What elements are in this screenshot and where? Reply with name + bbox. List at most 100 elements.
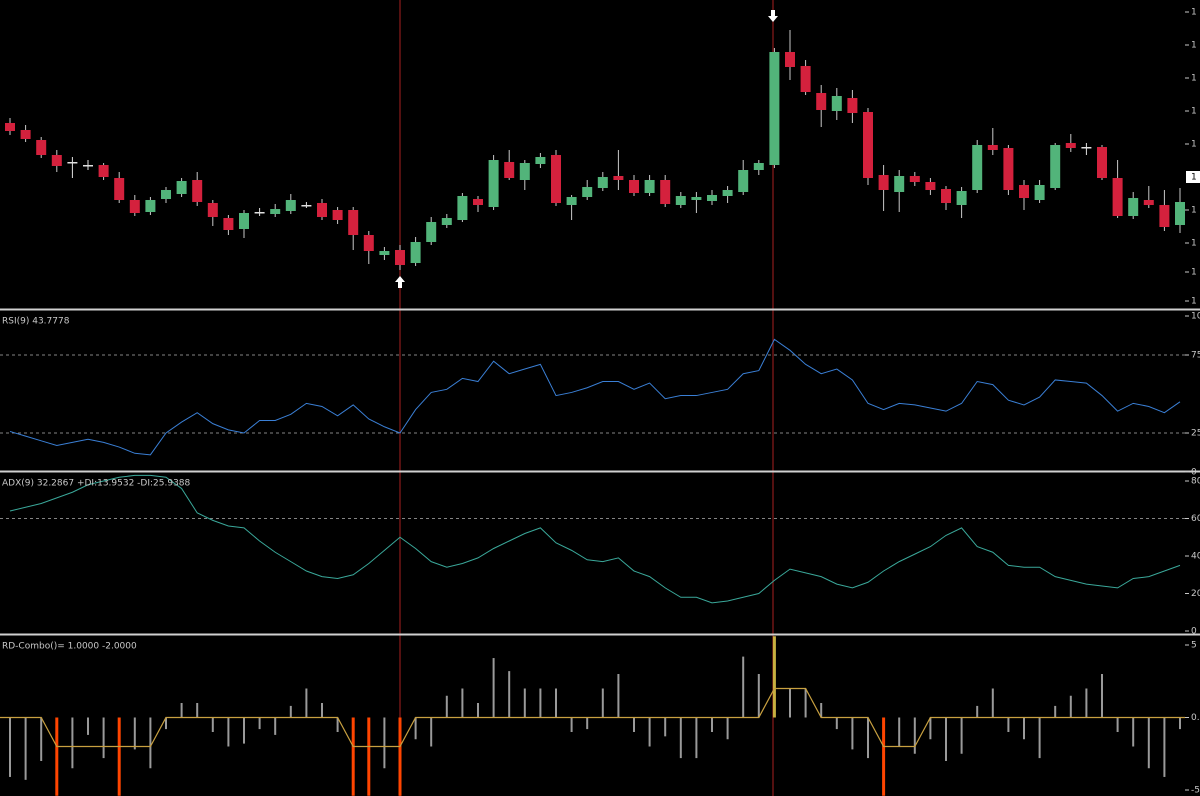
candle-body	[816, 93, 827, 110]
indicator-line	[9, 474, 1181, 604]
candle-body	[644, 180, 655, 193]
candle-body	[660, 180, 671, 204]
y-tick-label: 10	[1191, 312, 1200, 322]
pane	[0, 636, 1185, 796]
candle-body	[1034, 185, 1045, 200]
candle-body	[363, 235, 374, 251]
y-tick-label: 1	[1191, 239, 1197, 249]
candle-body	[722, 190, 733, 196]
y-tick-label: 1	[1191, 297, 1197, 307]
candle-body	[831, 96, 842, 111]
candle-body	[176, 181, 187, 194]
candle-body	[83, 165, 93, 167]
last-price-box	[1186, 171, 1200, 183]
candle-body	[1175, 202, 1185, 225]
y-tick-label: 1	[1191, 41, 1197, 51]
candle-body	[441, 218, 452, 225]
candle-body	[426, 222, 437, 242]
candle-body	[379, 251, 390, 255]
candle-body	[51, 155, 62, 166]
candle-body	[925, 182, 936, 190]
y-tick-label: 60	[1191, 514, 1200, 524]
candle-body	[395, 250, 405, 265]
candle-body	[1097, 147, 1107, 178]
y-tick-label: 0	[1191, 627, 1197, 637]
pane	[5, 30, 1185, 270]
candle-body	[987, 145, 998, 150]
candle-body	[597, 177, 608, 188]
last-price-label: 1	[1191, 173, 1197, 183]
candle-body	[5, 123, 15, 131]
signal-line	[0, 687, 1185, 748]
candle-body	[239, 213, 249, 229]
up-arrow	[395, 276, 405, 288]
y-tick-label: 0.	[1191, 713, 1200, 723]
candle-body	[192, 180, 203, 202]
candle-body	[270, 209, 281, 214]
candle-body	[1081, 147, 1092, 149]
candle-body	[114, 178, 125, 200]
y-tick-label: 25	[1191, 429, 1200, 439]
candle-body	[473, 199, 483, 205]
candle-body	[613, 176, 624, 180]
candle-body	[1050, 145, 1061, 188]
candle-body	[348, 210, 359, 235]
y-tick-label: 0	[1191, 468, 1197, 478]
candle-body	[67, 162, 78, 164]
y-tick-label: 1	[1191, 268, 1197, 278]
candle-body	[863, 112, 873, 178]
y-tick-label: 1	[1191, 140, 1197, 150]
candle-body	[753, 163, 764, 170]
pane	[0, 338, 1185, 456]
candle-body	[410, 242, 421, 263]
candle-body	[629, 180, 639, 193]
candle-body	[301, 205, 312, 207]
indicator-line	[9, 338, 1181, 456]
candle-body	[909, 176, 920, 182]
candle-body	[582, 187, 593, 197]
candle-body	[161, 190, 171, 199]
candle-body	[254, 212, 265, 214]
candle-body	[847, 98, 858, 113]
candle-body	[207, 203, 218, 217]
pane	[0, 474, 1185, 604]
pane-title: ADX(9) 32.2867 +DI:13.9532 -DI:25.9388	[2, 479, 191, 489]
y-tick-label: -5	[1191, 786, 1200, 796]
candle-body	[566, 197, 577, 205]
candle-body	[20, 130, 31, 139]
candle-body	[145, 200, 156, 212]
candle-body	[551, 155, 561, 203]
y-tick-label: 75	[1191, 351, 1200, 361]
candle-body	[488, 160, 499, 207]
y-tick-label: 1	[1191, 8, 1197, 18]
candle-body	[675, 196, 686, 205]
candle-body	[1003, 148, 1014, 190]
candle-body	[1065, 143, 1076, 148]
candle-body	[1143, 200, 1154, 205]
pane-title: RD-Combo()= 1.0000 -2.0000	[2, 642, 137, 652]
candle-body	[956, 191, 967, 205]
candle-body	[800, 66, 811, 92]
candle-body	[972, 145, 983, 190]
candle-body	[894, 176, 905, 192]
candle-body	[1112, 178, 1123, 216]
candle-body	[738, 170, 749, 192]
candle-body	[785, 52, 795, 67]
pane-title: RSI(9) 43.7778	[2, 317, 70, 327]
candle-body	[129, 200, 140, 213]
candle-body	[285, 200, 296, 211]
candle-body	[707, 195, 717, 201]
y-tick-label: 1	[1191, 107, 1197, 117]
candle-body	[1019, 185, 1029, 198]
candle-body	[98, 165, 109, 177]
candle-body	[535, 157, 546, 164]
y-tick-label: 20	[1191, 589, 1200, 599]
candle-body	[941, 189, 951, 203]
candle-body	[519, 163, 530, 180]
y-tick-label: 1	[1191, 74, 1197, 84]
plots	[0, 30, 1185, 796]
candle-body	[691, 197, 702, 200]
